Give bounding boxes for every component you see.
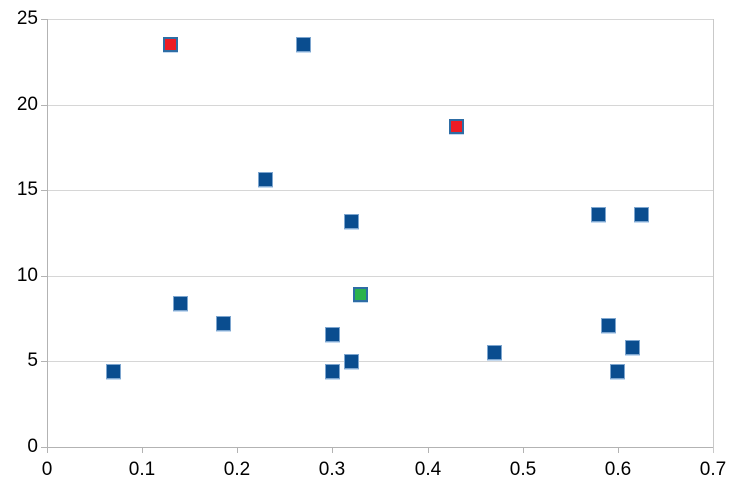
- horizontal-gridline: [47, 19, 713, 20]
- data-point-marker-blue-squares[interactable]: [296, 37, 311, 52]
- x-axis-tick: [237, 447, 238, 453]
- data-point-marker-blue-squares[interactable]: [344, 354, 359, 369]
- data-point-marker-red-squares[interactable]: [163, 37, 178, 52]
- x-axis-tick-label: 0.4: [414, 459, 442, 480]
- y-axis-tick: [41, 190, 47, 191]
- y-axis-tick: [41, 19, 47, 20]
- data-point-marker-blue-squares[interactable]: [106, 364, 121, 379]
- horizontal-gridline: [47, 105, 713, 106]
- y-axis-tick-label: 25: [16, 8, 38, 29]
- x-axis-tick: [523, 447, 524, 453]
- data-point-marker-blue-squares[interactable]: [610, 364, 625, 379]
- plot-right-border: [713, 19, 714, 453]
- y-axis-tick-label: 15: [16, 179, 38, 200]
- x-axis-tick: [618, 447, 619, 453]
- y-axis-tick-label: 5: [27, 350, 38, 371]
- x-axis-tick: [428, 447, 429, 453]
- data-point-marker-green-squares[interactable]: [353, 287, 368, 302]
- x-axis-tick-label: 0: [41, 459, 53, 480]
- x-axis-tick-label: 0.5: [509, 459, 537, 480]
- x-axis-tick: [142, 447, 143, 453]
- data-point-marker-blue-squares[interactable]: [216, 316, 231, 331]
- y-axis-tick-label: 10: [16, 265, 38, 286]
- data-point-marker-blue-squares[interactable]: [487, 345, 502, 360]
- x-axis-tick-label: 0.1: [128, 459, 156, 480]
- data-point-marker-blue-squares[interactable]: [344, 214, 359, 229]
- y-axis-tick: [41, 105, 47, 106]
- horizontal-gridline: [47, 276, 713, 277]
- data-point-marker-blue-squares[interactable]: [325, 327, 340, 342]
- data-point-marker-blue-squares[interactable]: [325, 364, 340, 379]
- y-axis-line: [47, 19, 48, 448]
- y-axis-tick: [41, 276, 47, 277]
- x-axis-tick-label: 0.2: [223, 459, 251, 480]
- x-axis-tick: [47, 447, 48, 453]
- horizontal-gridline: [47, 361, 713, 362]
- data-point-marker-red-squares[interactable]: [449, 119, 464, 134]
- data-point-marker-blue-squares[interactable]: [173, 296, 188, 311]
- x-axis-tick-label: 0.7: [699, 459, 727, 480]
- horizontal-gridline: [47, 190, 713, 191]
- data-point-marker-blue-squares[interactable]: [591, 207, 606, 222]
- y-axis-tick: [41, 361, 47, 362]
- x-axis-line: [41, 447, 714, 448]
- y-axis-tick-label: 20: [16, 94, 38, 115]
- data-point-marker-blue-squares[interactable]: [601, 318, 616, 333]
- data-point-marker-blue-squares[interactable]: [634, 207, 649, 222]
- y-axis-tick-label: 0: [27, 436, 38, 457]
- x-axis-tick-label: 0.3: [318, 459, 346, 480]
- data-point-marker-blue-squares[interactable]: [258, 172, 273, 187]
- x-axis-tick: [332, 447, 333, 453]
- x-axis-tick-label: 0.6: [604, 459, 632, 480]
- data-point-marker-blue-squares[interactable]: [625, 340, 640, 355]
